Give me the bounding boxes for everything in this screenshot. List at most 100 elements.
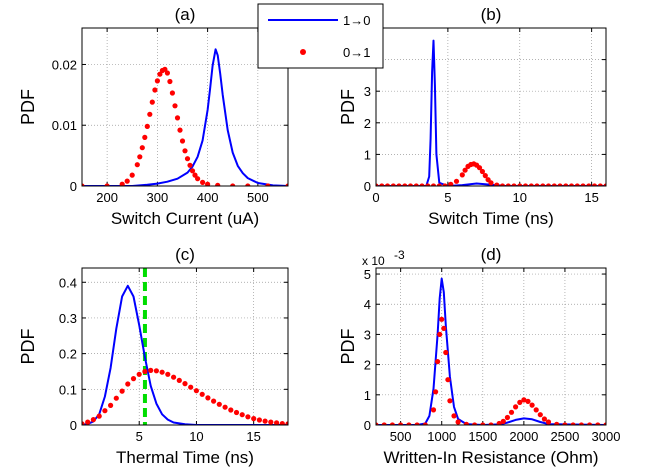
series-point-0-to-1	[430, 407, 437, 413]
x-axis-label: Thermal Time (ns)	[116, 448, 254, 467]
series-point-0-to-1	[442, 183, 448, 186]
series-point-0-to-1	[445, 377, 451, 383]
series-point-0-to-1	[104, 183, 110, 186]
x-tick-label-4: 2500	[550, 429, 579, 444]
series-point-0-to-1	[504, 414, 510, 421]
series-point-0-to-1	[496, 420, 502, 425]
series-group	[82, 48, 288, 186]
series-point-0-to-1	[453, 178, 460, 184]
y-tick-label-2: 0.02	[52, 57, 77, 72]
series-point-0-to-1	[162, 66, 168, 72]
series-point-0-to-1	[159, 369, 165, 375]
series-point-0-to-1	[152, 87, 158, 93]
series-point-0-to-1	[451, 413, 457, 419]
series-point-0-to-1	[554, 421, 560, 425]
y-axis-label: PDF	[18, 89, 38, 125]
series-point-0-to-1	[164, 70, 170, 76]
series-point-0-to-1	[184, 156, 191, 162]
x-tick-label-5: 3000	[592, 429, 621, 444]
x-tick-label-1: 10	[189, 429, 203, 444]
series-point-0-to-1	[587, 422, 593, 425]
legend: 1→0 0→1	[257, 3, 384, 69]
series-point-0-to-1	[268, 419, 274, 425]
x-tick-label-2: 15	[246, 429, 260, 444]
series-point-0-to-1	[525, 398, 531, 404]
series-point-0-to-1	[169, 90, 175, 96]
series-point-0-to-1	[578, 422, 584, 425]
series-point-0-to-1	[265, 183, 271, 186]
series-point-0-to-1	[119, 181, 125, 186]
series-point-0-to-1	[134, 162, 140, 168]
series-point-0-to-1	[447, 398, 453, 404]
series-point-0-to-1	[376, 183, 379, 186]
series-line-1-to-0	[376, 39, 606, 186]
series-point-0-to-1	[557, 183, 563, 186]
series-point-0-to-1	[528, 183, 534, 186]
series-point-0-to-1	[82, 183, 85, 186]
x-axis-label: Written-In Resistance (Ohm)	[383, 448, 598, 467]
series-point-0-to-1	[488, 422, 494, 425]
y-tick-label-2: 2	[364, 116, 371, 131]
series-point-0-to-1	[113, 395, 119, 401]
series-point-0-to-1	[189, 168, 196, 174]
series-point-0-to-1	[537, 412, 543, 418]
series-point-0-to-1	[279, 421, 285, 425]
series-point-0-to-1	[90, 417, 96, 423]
series-point-0-to-1	[119, 388, 125, 394]
series-point-0-to-1	[406, 422, 412, 425]
series-point-0-to-1	[414, 422, 420, 425]
series-point-0-to-1	[540, 183, 546, 186]
x-tick-label-3: 15	[584, 190, 598, 205]
series-point-0-to-1	[215, 182, 221, 186]
y-tick-label-4: 4	[364, 297, 371, 312]
series-point-0-to-1	[182, 381, 188, 387]
series-point-0-to-1	[129, 172, 135, 178]
series-point-0-to-1	[517, 399, 523, 405]
series-point-0-to-1	[165, 371, 171, 377]
series-point-0-to-1	[570, 422, 576, 425]
axes-frame	[81, 267, 289, 426]
series-point-0-to-1	[462, 167, 468, 173]
series-point-0-to-1	[488, 180, 494, 186]
series-point-0-to-1	[285, 183, 288, 186]
y-tick-label-0: 0	[364, 179, 371, 194]
series-point-0-to-1	[419, 183, 425, 186]
series-point-0-to-1	[541, 416, 548, 422]
series-point-0-to-1	[228, 407, 234, 413]
x-tick-label-0: 500	[390, 429, 412, 444]
series-line-1-to-0	[82, 48, 288, 186]
series-point-0-to-1	[96, 413, 102, 419]
series-point-0-to-1	[597, 183, 603, 186]
legend-marker-sample	[300, 49, 306, 55]
y-tick-label-0: 0	[70, 418, 77, 433]
series-point-0-to-1	[603, 183, 606, 186]
plot-area	[376, 28, 606, 186]
series-point-0-to-1	[222, 404, 228, 410]
series-point-0-to-1	[142, 368, 148, 375]
axes-frame	[81, 27, 289, 187]
series-point-0-to-1	[124, 178, 130, 184]
series-point-0-to-1	[479, 168, 485, 175]
series-point-0-to-1	[199, 391, 205, 397]
series-point-0-to-1	[136, 371, 142, 377]
series-point-0-to-1	[174, 115, 181, 121]
series-point-0-to-1	[256, 417, 262, 423]
y-tick-label-3: 0.3	[59, 311, 77, 326]
series-point-0-to-1	[176, 377, 182, 383]
legend-entry-1-to-0: 1→0	[343, 13, 370, 28]
series-point-0-to-1	[472, 422, 478, 425]
plot-area	[376, 268, 606, 425]
series-point-0-to-1	[436, 183, 442, 186]
series-point-0-to-1	[517, 183, 523, 186]
series-point-0-to-1	[179, 138, 186, 144]
series-point-0-to-1	[545, 419, 552, 425]
series-point-0-to-1	[149, 99, 155, 105]
series-point-0-to-1	[233, 409, 240, 416]
series-point-0-to-1	[551, 183, 557, 186]
y-tick-label-3: 3	[364, 327, 371, 342]
series-point-0-to-1	[494, 182, 500, 186]
panel-b: 051015012345(b)Switch Time (ns)PDF	[338, 5, 607, 228]
series-point-0-to-1	[379, 183, 385, 186]
x-tick-label-1: 300	[147, 190, 169, 205]
series-point-0-to-1	[413, 183, 419, 186]
